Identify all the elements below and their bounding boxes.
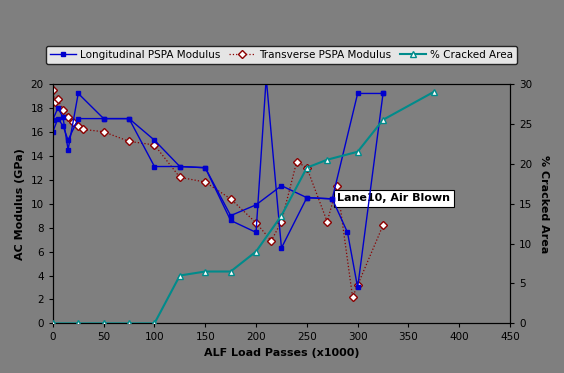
Y-axis label: % Cracked Area: % Cracked Area — [539, 154, 549, 253]
Legend: Longitudinal PSPA Modulus, Transverse PSPA Modulus, % Cracked Area: Longitudinal PSPA Modulus, Transverse PS… — [46, 46, 517, 64]
X-axis label: ALF Load Passes (x1000): ALF Load Passes (x1000) — [204, 348, 359, 358]
Text: Lane10, Air Blown: Lane10, Air Blown — [337, 193, 450, 203]
Y-axis label: AC Modulus (GPa): AC Modulus (GPa) — [15, 148, 25, 260]
